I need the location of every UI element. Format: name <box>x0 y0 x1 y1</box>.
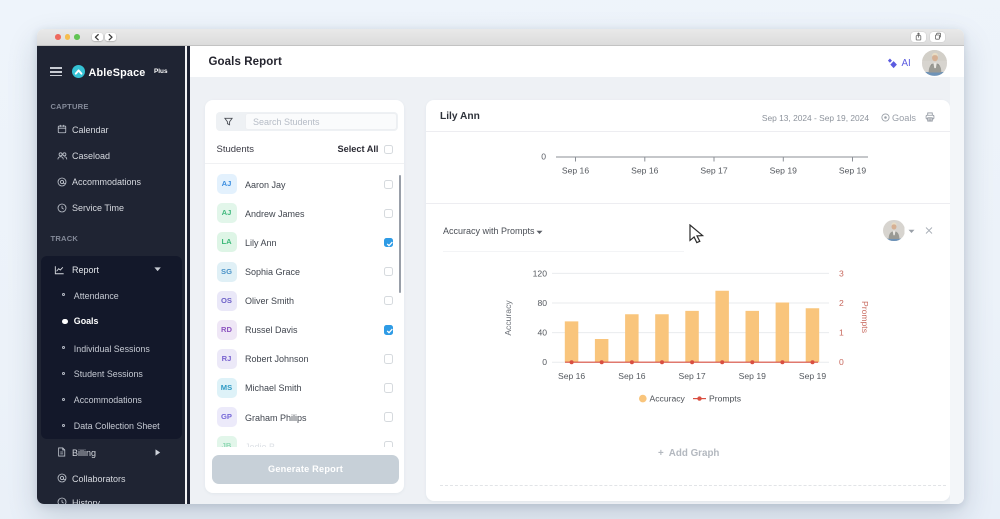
svg-text:0: 0 <box>839 357 844 367</box>
svg-text:Sep 19: Sep 19 <box>770 166 797 176</box>
svg-text:40: 40 <box>537 328 547 338</box>
svg-text:0: 0 <box>541 152 546 162</box>
svg-text:Sep 17: Sep 17 <box>700 166 727 176</box>
svg-text:Sep 16: Sep 16 <box>618 371 645 381</box>
svg-text:Sep 19: Sep 19 <box>739 371 766 381</box>
svg-text:0: 0 <box>542 357 547 367</box>
svg-text:3: 3 <box>839 268 844 278</box>
svg-text:Sep 19: Sep 19 <box>839 166 866 176</box>
svg-text:Sep 17: Sep 17 <box>678 371 705 381</box>
svg-text:2: 2 <box>839 298 844 308</box>
svg-text:Accuracy: Accuracy <box>503 300 513 336</box>
svg-text:Prompts: Prompts <box>709 394 741 404</box>
svg-text:Sep 16: Sep 16 <box>562 166 589 176</box>
svg-text:Prompts: Prompts <box>860 301 870 333</box>
svg-text:120: 120 <box>533 268 548 278</box>
svg-text:Sep 16: Sep 16 <box>631 166 658 176</box>
svg-text:Sep 19: Sep 19 <box>799 371 826 381</box>
svg-text:1: 1 <box>839 328 844 338</box>
svg-text:Sep 16: Sep 16 <box>558 371 585 381</box>
svg-text:Accuracy: Accuracy <box>650 394 686 404</box>
svg-text:80: 80 <box>537 298 547 308</box>
